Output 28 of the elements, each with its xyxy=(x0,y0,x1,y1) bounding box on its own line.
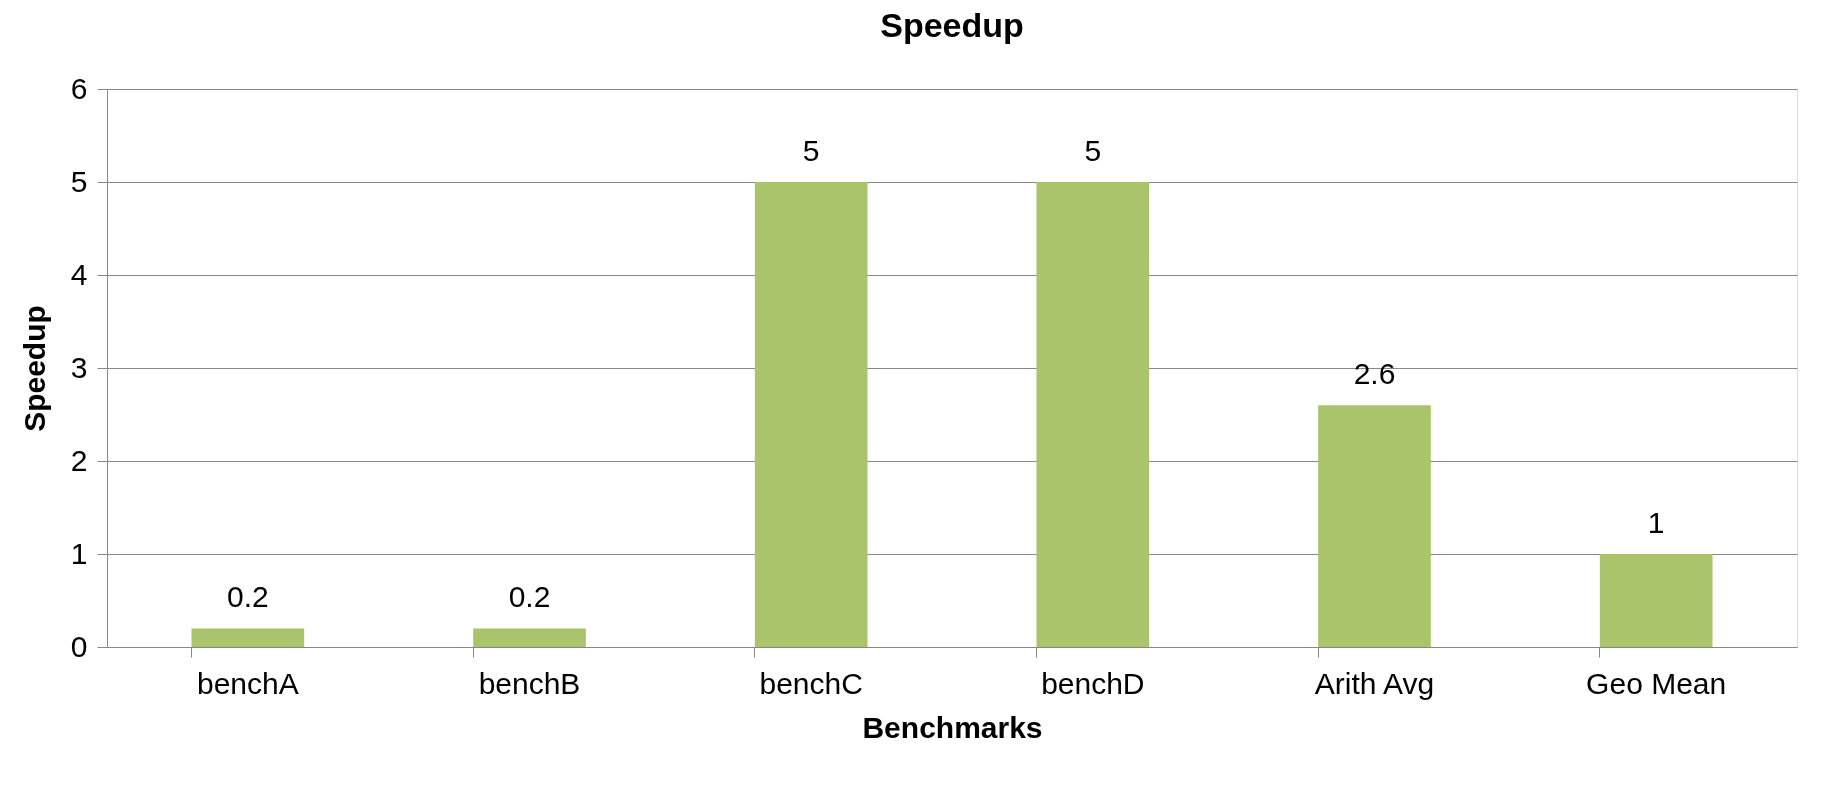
data-label: 0.2 xyxy=(508,580,551,614)
x-tick-label: Arith Avg xyxy=(1314,666,1435,700)
y-tick-label: 0 xyxy=(70,629,88,663)
y-tick-label: 4 xyxy=(70,257,88,291)
x-tick-label: benchB xyxy=(478,666,581,700)
x-tick-label: benchC xyxy=(759,666,863,700)
x-tick-label: benchD xyxy=(1041,666,1145,700)
chart-title: Speedup xyxy=(880,6,1024,44)
data-label: 2.6 xyxy=(1353,357,1396,391)
y-tick-label: 6 xyxy=(70,71,88,105)
x-tick-label: Geo Mean xyxy=(1586,666,1727,700)
bar xyxy=(1599,554,1713,647)
bar xyxy=(754,182,868,647)
bar xyxy=(473,628,586,647)
data-label: 0.2 xyxy=(226,580,269,614)
data-label: 5 xyxy=(1084,134,1102,167)
data-label: 1 xyxy=(1647,506,1665,539)
bar xyxy=(1318,405,1431,647)
y-tick-label: 3 xyxy=(70,350,88,384)
y-tick-label: 2 xyxy=(70,443,88,477)
y-tick-label: 1 xyxy=(70,536,88,570)
bar xyxy=(1036,182,1150,647)
y-tick-label: 5 xyxy=(70,164,88,198)
y-axis-title: Speedup xyxy=(17,305,51,432)
bar xyxy=(191,628,305,647)
data-label: 5 xyxy=(802,134,820,167)
x-tick-label: benchA xyxy=(196,666,299,700)
x-axis-title: Benchmarks xyxy=(862,710,1043,744)
